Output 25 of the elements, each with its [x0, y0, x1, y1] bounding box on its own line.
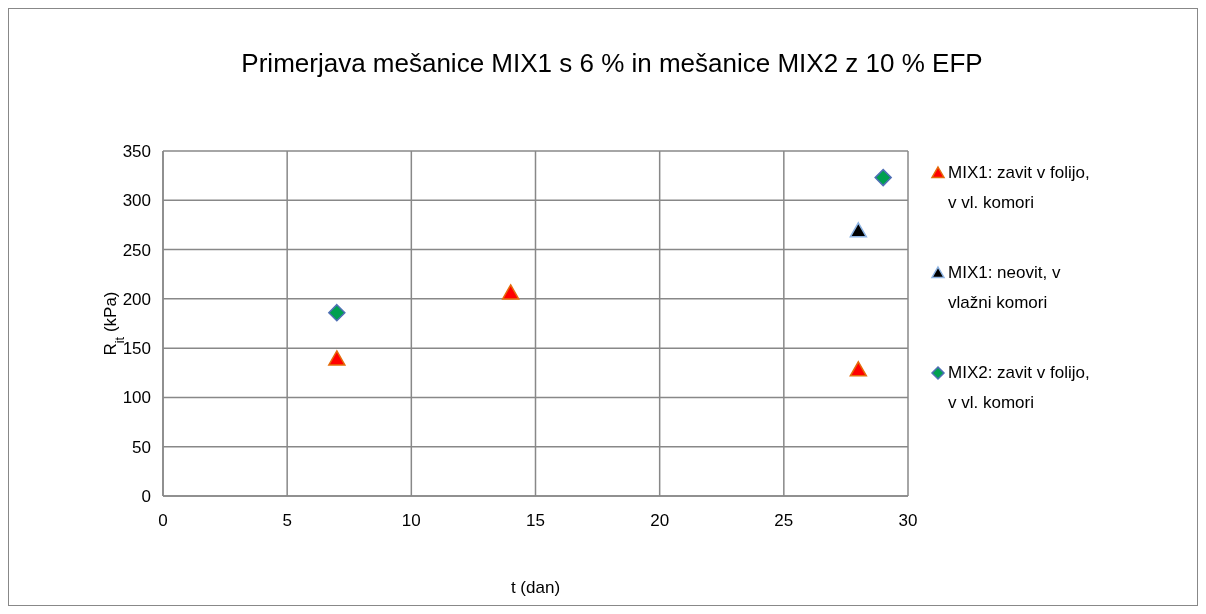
point — [328, 350, 346, 366]
x-tick-label: 30 — [898, 511, 918, 530]
y-tick-label: 200 — [122, 289, 151, 309]
x-tick-label: 0 — [158, 511, 168, 530]
point — [849, 222, 868, 238]
legend-label: MIX2: zavit v folijo, v vl. komori — [948, 363, 1090, 412]
y-tick-label: 0 — [141, 487, 151, 506]
y-tick-label: 350 — [122, 142, 151, 161]
x-tick-label: 15 — [526, 511, 545, 530]
legend-label: MIX1: neovit, v vlažni komori — [948, 263, 1061, 312]
y-tick-label: 100 — [122, 388, 151, 408]
point — [874, 168, 892, 187]
x-tick-label: 20 — [650, 511, 670, 530]
y-tick-label: 50 — [132, 437, 151, 457]
y-tick-label: 250 — [122, 240, 151, 260]
legend-label: MIX1: zavit v folijo, v vl. komori — [948, 163, 1090, 212]
chart-title: Primerjava mešanice MIX1 s 6 % in mešanice MIX2 z 10 % EFP — [241, 48, 983, 78]
y-tick-label: 300 — [122, 191, 151, 211]
point — [501, 284, 520, 300]
point — [849, 361, 868, 377]
x-axis-title: t (dan) — [510, 578, 561, 597]
x-tick-label: 10 — [401, 511, 421, 530]
x-tick-label: 5 — [282, 511, 292, 530]
x-tick-label: 25 — [774, 511, 794, 530]
point — [328, 303, 346, 322]
